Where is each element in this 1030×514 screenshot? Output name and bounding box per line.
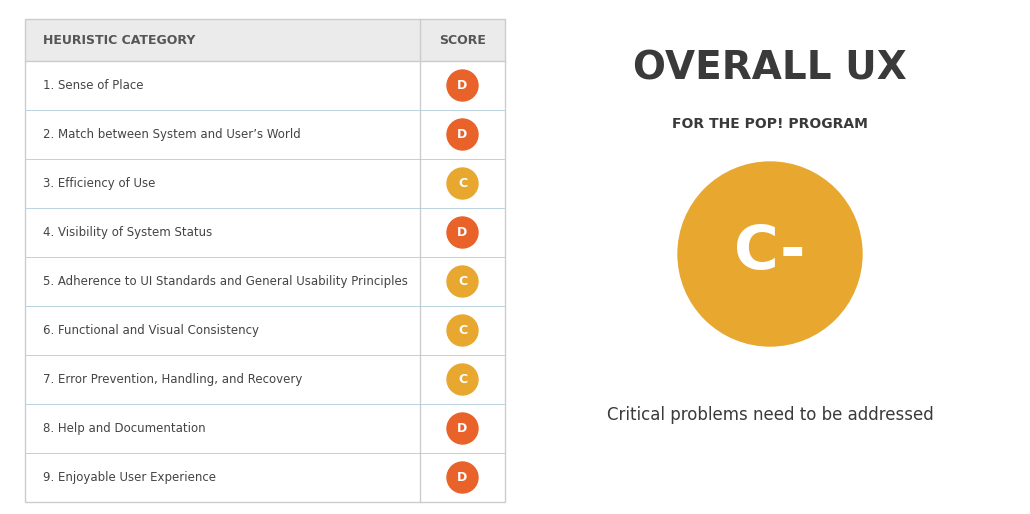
Text: HEURISTIC CATEGORY: HEURISTIC CATEGORY	[43, 33, 196, 46]
Text: D: D	[457, 79, 468, 92]
Circle shape	[447, 315, 478, 346]
Circle shape	[447, 413, 478, 444]
Text: C: C	[458, 177, 467, 190]
Circle shape	[447, 364, 478, 395]
Circle shape	[447, 70, 478, 101]
Text: 6. Functional and Visual Consistency: 6. Functional and Visual Consistency	[43, 324, 259, 337]
Text: 5. Adherence to UI Standards and General Usability Principles: 5. Adherence to UI Standards and General…	[43, 275, 408, 288]
Text: OVERALL UX: OVERALL UX	[633, 49, 906, 87]
Text: 7. Error Prevention, Handling, and Recovery: 7. Error Prevention, Handling, and Recov…	[43, 373, 303, 386]
Text: 3. Efficiency of Use: 3. Efficiency of Use	[43, 177, 156, 190]
Text: Critical problems need to be addressed: Critical problems need to be addressed	[607, 406, 933, 424]
Text: 2. Match between System and User’s World: 2. Match between System and User’s World	[43, 128, 301, 141]
Text: C: C	[458, 373, 467, 386]
Circle shape	[447, 217, 478, 248]
Text: C-: C-	[734, 223, 805, 282]
Text: 8. Help and Documentation: 8. Help and Documentation	[43, 422, 206, 435]
Text: 4. Visibility of System Status: 4. Visibility of System Status	[43, 226, 212, 239]
Circle shape	[447, 266, 478, 297]
Text: C: C	[458, 324, 467, 337]
Text: 1. Sense of Place: 1. Sense of Place	[43, 79, 143, 92]
Text: 9. Enjoyable User Experience: 9. Enjoyable User Experience	[43, 471, 216, 484]
Text: D: D	[457, 422, 468, 435]
Circle shape	[447, 168, 478, 199]
Text: SCORE: SCORE	[439, 33, 486, 46]
Text: D: D	[457, 471, 468, 484]
Text: C: C	[458, 275, 467, 288]
Circle shape	[678, 162, 862, 346]
Text: FOR THE POP! PROGRAM: FOR THE POP! PROGRAM	[672, 117, 868, 131]
Text: D: D	[457, 128, 468, 141]
FancyBboxPatch shape	[25, 19, 505, 61]
Circle shape	[447, 119, 478, 150]
Text: D: D	[457, 226, 468, 239]
Circle shape	[447, 462, 478, 493]
